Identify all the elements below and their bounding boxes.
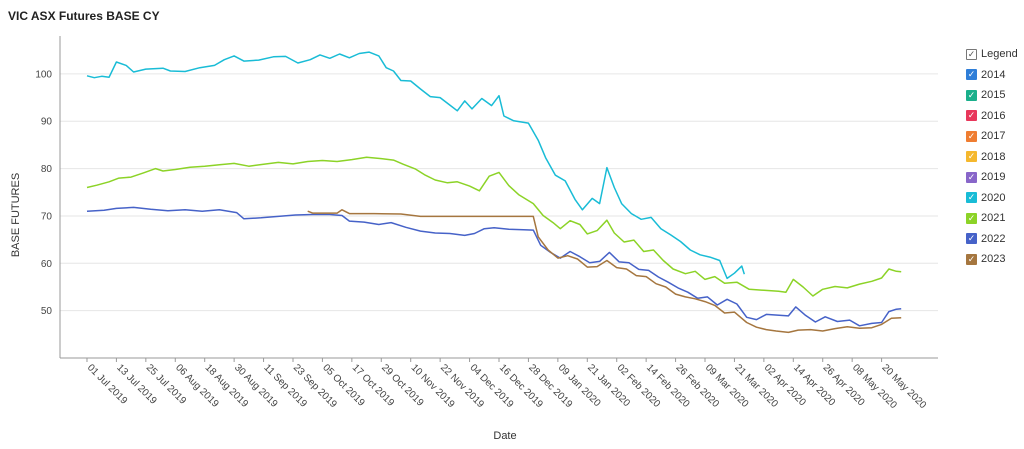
legend-label: 2019	[981, 171, 1006, 184]
legend-item-2017[interactable]: ✓ 2017	[966, 126, 1024, 147]
legend-label: 2015	[981, 89, 1006, 102]
y-tick-label: 100	[35, 69, 52, 80]
y-tick-label: 60	[41, 259, 53, 270]
checkbox-icon[interactable]: ✓	[966, 69, 977, 81]
checkbox-icon[interactable]: ✓	[966, 151, 977, 163]
y-axis-title: BASE FUTURES	[10, 173, 22, 257]
grid-lines	[60, 73, 938, 312]
legend-item-2018[interactable]: ✓ 2018	[966, 147, 1024, 168]
legend-label: 2020	[981, 191, 1006, 204]
series-line-2020	[86, 51, 746, 280]
checkbox-icon[interactable]: ✓	[966, 110, 977, 122]
legend-label: 2018	[981, 150, 1006, 163]
legend-label: 2017	[981, 130, 1006, 143]
x-axis-title: Date	[493, 430, 516, 442]
legend-item-2021[interactable]: ✓ 2021	[966, 208, 1024, 229]
legend-title: Legend	[981, 48, 1018, 61]
checkbox-icon[interactable]: ✓	[966, 89, 977, 101]
checkbox-icon[interactable]: ✓	[966, 192, 977, 204]
checkbox-icon[interactable]: ✓	[966, 171, 977, 183]
checkbox-icon[interactable]: ✓	[966, 130, 977, 142]
legend-item-2023[interactable]: ✓ 2023	[966, 249, 1024, 270]
y-tick-label: 80	[41, 164, 53, 175]
series-line-2023	[307, 209, 902, 334]
legend-item-2019[interactable]: ✓ 2019	[966, 167, 1024, 188]
legend-item-2022[interactable]: ✓ 2022	[966, 229, 1024, 250]
series-lines	[86, 51, 902, 334]
legend-item-2016[interactable]: ✓ 2016	[966, 106, 1024, 127]
legend-label: 2021	[981, 212, 1006, 225]
series-line-2021	[86, 156, 902, 297]
legend-item-2014[interactable]: ✓ 2014	[966, 65, 1024, 86]
chart-title: VIC ASX Futures BASE CY	[8, 9, 160, 23]
legend-label: 2023	[981, 253, 1006, 266]
legend-item-2020[interactable]: ✓ 2020	[966, 188, 1024, 209]
legend: ✓ Legend ✓ 2014 ✓ 2015 ✓ 2016 ✓ 2017 ✓ 2018 ✓ 2019 ✓…	[966, 44, 1024, 270]
legend-label: 2022	[981, 232, 1006, 245]
legend-header[interactable]: ✓ Legend	[966, 44, 1024, 65]
legend-item-2015[interactable]: ✓ 2015	[966, 85, 1024, 106]
series-line-2022	[86, 206, 902, 327]
legend-label: 2014	[981, 68, 1006, 81]
y-tick-label: 50	[41, 306, 53, 317]
checkbox-icon[interactable]: ✓	[966, 233, 977, 245]
checkbox-icon[interactable]: ✓	[966, 48, 977, 60]
y-tick-label: 70	[41, 211, 53, 222]
axes	[59, 36, 938, 362]
y-tick-label: 90	[41, 117, 53, 128]
checkbox-icon[interactable]: ✓	[966, 212, 977, 224]
checkbox-icon[interactable]: ✓	[966, 253, 977, 265]
legend-label: 2016	[981, 109, 1006, 122]
